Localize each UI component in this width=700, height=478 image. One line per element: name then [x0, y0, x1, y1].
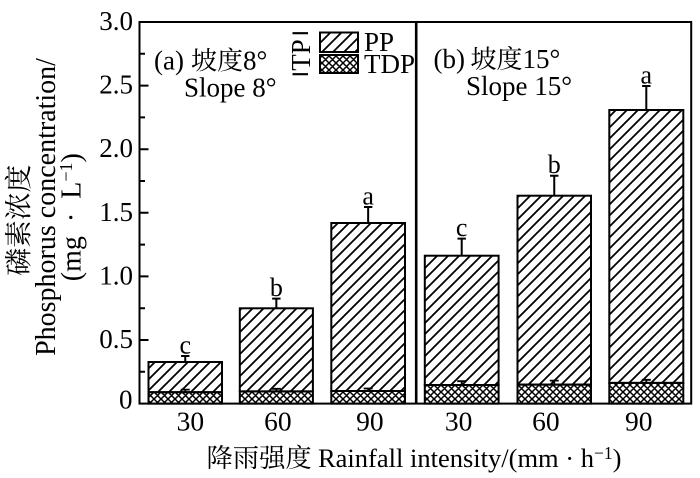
svg-text:b: b: [548, 150, 561, 179]
svg-text:(a): (a): [154, 46, 184, 76]
svg-text:(b): (b): [434, 44, 465, 74]
svg-text:60: 60: [532, 406, 560, 437]
svg-text:PP: PP: [364, 27, 394, 57]
svg-text:TDP: TDP: [364, 49, 415, 79]
svg-text:b: b: [270, 273, 283, 302]
svg-text:Slope 8°: Slope 8°: [184, 73, 277, 103]
svg-text:0.5: 0.5: [99, 324, 133, 354]
svg-text:60: 60: [264, 406, 292, 437]
svg-text:30: 30: [445, 406, 473, 437]
svg-text:3.0: 3.0: [99, 6, 133, 36]
svg-text:15°: 15°: [523, 44, 561, 74]
svg-text:a: a: [641, 61, 653, 90]
svg-text:0: 0: [119, 385, 133, 415]
svg-text:2.5: 2.5: [99, 70, 133, 100]
svg-text:c: c: [456, 213, 468, 242]
svg-text:1.5: 1.5: [99, 197, 133, 227]
svg-text:c: c: [179, 331, 191, 360]
svg-text:2.0: 2.0: [99, 133, 133, 163]
svg-text:8°: 8°: [243, 46, 267, 76]
svg-text:30: 30: [177, 406, 205, 437]
svg-text:1.0: 1.0: [99, 260, 133, 290]
svg-text:90: 90: [356, 406, 384, 437]
svg-text:a: a: [362, 182, 374, 211]
svg-text:Rainfall intensity/(mm · h−1): Rainfall intensity/(mm · h−1): [318, 443, 621, 473]
svg-text:90: 90: [625, 406, 653, 437]
svg-text:Slope 15°: Slope 15°: [466, 71, 572, 101]
svg-text:Phosphorus concentration/: Phosphorus concentration/: [31, 58, 62, 356]
svg-text:TP: TP: [286, 39, 316, 71]
